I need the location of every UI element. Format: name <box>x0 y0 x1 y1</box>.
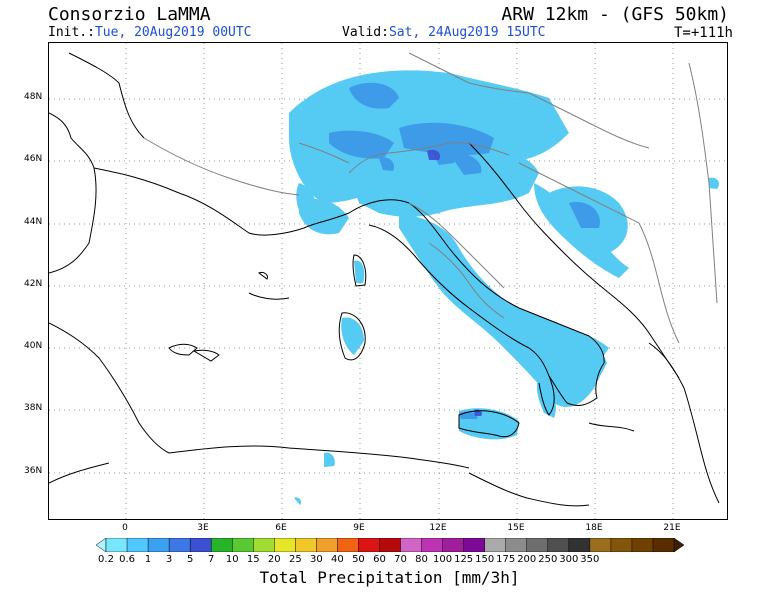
precip-moderate-areas <box>329 82 600 419</box>
colorbar-swatch <box>589 538 612 552</box>
colorbar-swatch <box>631 538 654 552</box>
colorbar-swatch <box>379 538 402 552</box>
colorbar-swatch <box>231 538 255 552</box>
colorbar-tick-label: 20 <box>267 554 281 565</box>
lat-tick-label: 42N <box>24 279 43 289</box>
colorbar-tick-label: 60 <box>373 554 386 565</box>
colorbar-tick-label: 100 <box>433 554 453 565</box>
colorbar-swatch <box>126 538 149 552</box>
valid-time: Valid:Sat, 24Aug2019 15UTC <box>342 25 546 40</box>
colorbar-swatch <box>442 538 465 552</box>
colorbar-tick-label: 0.6 <box>119 554 135 565</box>
lat-tick-label: 36N <box>24 466 43 476</box>
coastlines <box>49 52 720 507</box>
colorbar-tick-label: 25 <box>288 554 302 565</box>
lon-tick-label: 15E <box>507 523 525 533</box>
forecast-hour: T=+111h <box>673 25 733 41</box>
lat-tick-label: 38N <box>24 403 43 413</box>
colorbar-tick-label: 10 <box>225 554 239 565</box>
lon-tick-label: 21E <box>663 523 681 533</box>
colorbar-swatch <box>505 538 528 552</box>
colorbar-tick-label: 0.2 <box>98 554 114 565</box>
colorbar-tick-label: 50 <box>352 554 365 565</box>
colorbar-swatch <box>526 538 549 552</box>
colorbar-swatch <box>484 538 507 552</box>
colorbar-tick-label: 175 <box>496 554 516 565</box>
colorbar-tick-label: 125 <box>454 554 474 565</box>
init-label: Init.: <box>48 25 95 40</box>
init-time: Init.:Tue, 20Aug2019 00UTC <box>48 25 252 40</box>
model-title: ARW 12km - (GFS 50km) <box>501 4 729 25</box>
colorbar-swatch <box>189 538 212 552</box>
lat-tick-label: 40N <box>24 341 43 351</box>
colorbar-title: Total Precipitation [mm/3h] <box>259 568 520 587</box>
colorbar-swatch <box>547 538 570 552</box>
precipitation-map <box>48 42 728 520</box>
colorbar-tick-label: 250 <box>538 554 558 565</box>
country-borders <box>143 52 718 344</box>
colorbar-tick-label: 200 <box>517 554 537 565</box>
colorbar-swatch <box>105 538 128 552</box>
colorbar-tick-label: 15 <box>246 554 260 565</box>
colorbar-swatch <box>295 538 318 552</box>
colorbar-tick-label: 300 <box>559 554 579 565</box>
lon-tick-label: 12E <box>429 523 447 533</box>
valid-label: Valid: <box>342 25 389 40</box>
colorbar-swatch <box>316 538 339 552</box>
colorbar-tick-label: 40 <box>331 554 344 565</box>
lat-tick-label: 44N <box>24 217 43 227</box>
lon-tick-label: 6E <box>275 523 287 533</box>
colorbar-swatch <box>147 538 170 552</box>
colorbar-tick-label: 30 <box>309 554 323 565</box>
colorbar-swatch <box>652 538 675 552</box>
colorbar-swatch <box>421 538 444 552</box>
colorbar-tick-label: 1 <box>144 554 152 565</box>
colorbar-tick-label: 7 <box>207 554 215 565</box>
colorbar-tick-label: 80 <box>415 554 428 565</box>
map-canvas <box>49 43 727 519</box>
colorbar-tick-label: 150 <box>475 554 495 565</box>
colorbar-swatch <box>463 538 486 552</box>
colorbar-swatch <box>210 538 233 552</box>
colorbar-swatch <box>673 538 684 552</box>
colorbar-swatch <box>568 538 591 552</box>
lat-tick-label: 46N <box>24 154 43 164</box>
colorbar-tick-label: 3 <box>165 554 173 565</box>
colorbar-tick-label: 350 <box>580 554 600 565</box>
colorbar-swatch <box>168 538 191 552</box>
colorbar-tick-label: 5 <box>186 554 194 565</box>
colorbar-tick-label: 70 <box>394 554 407 565</box>
colorbar-swatch <box>337 538 360 552</box>
lon-tick-label: 3E <box>197 523 209 533</box>
lon-tick-label: 9E <box>353 523 365 533</box>
colorbar-swatch <box>400 538 423 552</box>
colorbar-swatch <box>610 538 633 552</box>
lon-tick-label: 18E <box>585 523 603 533</box>
lat-tick-label: 48N <box>24 92 43 102</box>
valid-value: Sat, 24Aug2019 15UTC <box>388 25 546 40</box>
colorbar-swatch <box>96 538 107 552</box>
agency-title: Consorzio LaMMA <box>48 4 211 25</box>
colorbar-swatch <box>274 538 297 552</box>
colorbar <box>96 538 684 552</box>
colorbar-swatch <box>253 538 276 552</box>
lon-tick-label: 0 <box>122 523 128 533</box>
colorbar-swatch <box>358 538 381 552</box>
init-value: Tue, 20Aug2019 00UTC <box>94 25 252 40</box>
